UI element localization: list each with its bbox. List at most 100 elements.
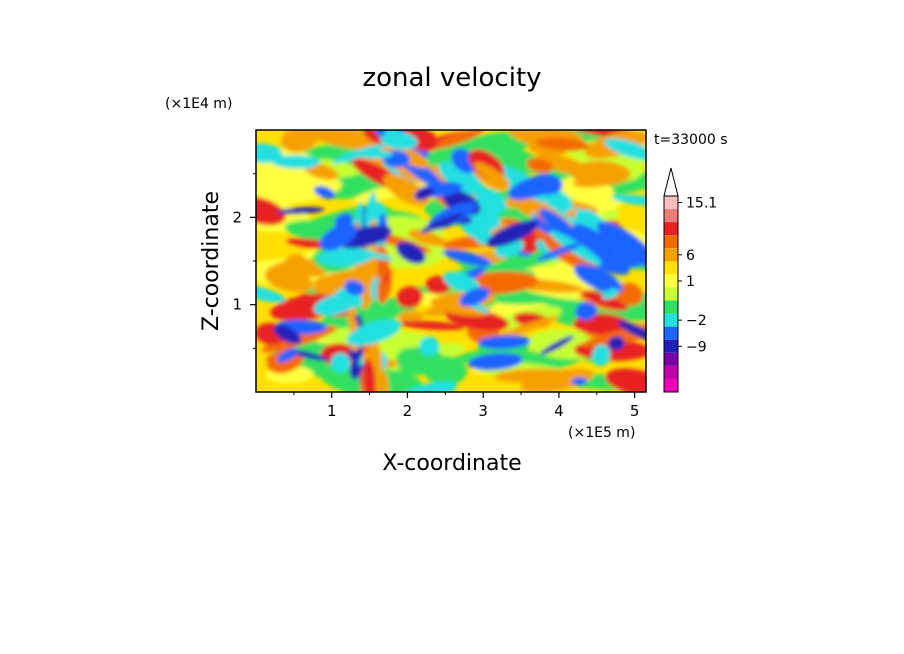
chart-title: zonal velocity — [362, 63, 541, 93]
colorbar-band — [664, 196, 678, 210]
velocity-contour — [399, 320, 465, 331]
velocity-contour — [346, 319, 402, 346]
colorbar-band — [664, 209, 678, 223]
plot-area — [256, 130, 646, 392]
velocity-contour — [520, 368, 595, 392]
colorbar-band — [664, 326, 678, 340]
colorbar-band — [664, 261, 678, 275]
x-axis: 1 2 3 4 5 — [293, 392, 640, 420]
velocity-contour — [349, 359, 360, 380]
velocity-contour — [573, 264, 623, 294]
velocity-contour — [276, 207, 325, 215]
velocity-contour — [256, 143, 283, 164]
velocity-contour — [605, 368, 646, 392]
colorbar-band — [664, 287, 678, 301]
colorbar-label: −9 — [686, 339, 707, 355]
velocity-contour — [313, 185, 336, 199]
velocity-contour — [398, 310, 424, 323]
velocity-contour — [494, 368, 572, 383]
colorbar-band — [664, 300, 678, 314]
velocity-contour — [313, 293, 358, 316]
velocity-contour — [277, 260, 326, 278]
colorbar-band — [664, 352, 678, 366]
velocity-contour — [330, 352, 351, 373]
velocity-contour — [572, 178, 608, 188]
colorbar-band — [664, 248, 678, 262]
velocity-contour — [354, 249, 394, 261]
velocity-contour — [591, 344, 611, 367]
colorbar-label: −2 — [686, 313, 707, 329]
velocity-contour — [443, 271, 480, 293]
y-tick-label: 2 — [232, 208, 242, 226]
colorbar-band — [664, 365, 678, 379]
velocity-contour — [617, 320, 646, 342]
velocity-contour — [403, 381, 458, 392]
velocity-contour — [396, 286, 423, 309]
velocity-contour — [571, 377, 588, 386]
colorbar-band — [664, 313, 678, 327]
colorbar-label: 15.1 — [686, 196, 717, 212]
y-tick-label: 1 — [232, 296, 242, 314]
velocity-contour — [431, 130, 485, 149]
velocity-contour — [363, 358, 376, 392]
colorbar-band — [664, 222, 678, 236]
y-axis-title: Z-coordinate — [199, 191, 224, 331]
velocity-contour — [477, 335, 531, 350]
x-unit-label: (×1E5 m) — [568, 425, 635, 441]
velocity-contour — [256, 284, 286, 303]
velocity-contour — [508, 174, 559, 200]
x-tick-label: 4 — [554, 402, 564, 420]
x-tick-label: 1 — [327, 402, 337, 420]
velocity-contour — [468, 353, 523, 371]
y-axis: 12 — [232, 173, 256, 349]
time-label: t=33000 s — [654, 132, 728, 148]
colorbar-extend-arrow — [663, 167, 679, 197]
x-tick-label: 5 — [630, 402, 640, 420]
colorbar-band — [664, 339, 678, 353]
velocity-contour — [273, 324, 302, 345]
velocity-contour — [604, 138, 646, 161]
velocity-contour — [526, 157, 553, 174]
velocity-contour — [414, 187, 435, 201]
velocity-contour — [380, 131, 418, 150]
velocity-contour — [370, 240, 379, 280]
velocity-contour — [597, 221, 646, 268]
colorbar-frame — [663, 195, 679, 393]
velocity-contour — [396, 241, 426, 264]
velocity-contour — [281, 130, 318, 153]
x-tick-label: 2 — [403, 402, 413, 420]
colorbar-band — [664, 274, 678, 288]
velocity-contour — [459, 287, 490, 307]
velocity-contour — [537, 242, 583, 261]
velocity-contour — [438, 161, 484, 196]
velocity-contour — [344, 280, 365, 296]
velocity-contour — [486, 220, 538, 248]
velocity-contour — [611, 194, 646, 206]
y-unit-label: (×1E4 m) — [165, 96, 232, 112]
velocity-contour — [374, 371, 389, 392]
velocity-contour — [581, 290, 628, 311]
velocity-contour — [256, 196, 286, 226]
velocity-contour — [539, 208, 578, 241]
colorbar-label: 6 — [686, 248, 695, 264]
velocity-contour — [332, 144, 386, 164]
velocity-contour — [419, 336, 440, 357]
velocity-contour — [473, 162, 510, 187]
velocity-contour — [575, 302, 598, 321]
x-axis-title: X-coordinate — [382, 451, 521, 476]
x-tick-label: 3 — [478, 402, 488, 420]
colorbar-band — [664, 235, 678, 249]
colorbar-band — [664, 378, 678, 392]
velocity-contour — [601, 288, 619, 300]
velocity-contour — [539, 335, 575, 355]
velocity-contour — [286, 155, 312, 169]
velocity-contour — [256, 173, 342, 206]
velocity-contour — [607, 336, 625, 351]
velocity-contour — [319, 223, 358, 251]
colorbar-label: 1 — [686, 274, 695, 290]
velocity-contour — [408, 229, 447, 247]
velocity-contour — [379, 255, 387, 291]
velocity-contour — [543, 234, 597, 272]
velocity-contour — [419, 212, 465, 233]
